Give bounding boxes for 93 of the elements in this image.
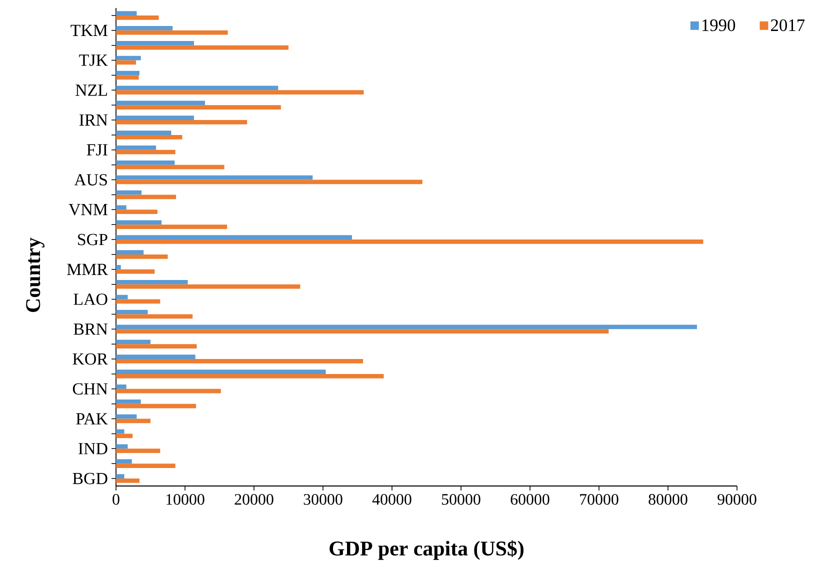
x-axis-title: GDP per capita (US$) (330, 540, 524, 560)
y-tick-label: CHN (72, 383, 108, 395)
y-tick-label: AUS (74, 174, 107, 186)
y-tick-label: TKM (70, 24, 108, 36)
bar (116, 146, 156, 150)
bar (116, 344, 197, 348)
bar (116, 388, 221, 394)
bar (116, 448, 160, 454)
bar (116, 11, 137, 16)
bar (116, 70, 140, 76)
bar (116, 190, 142, 195)
bar (116, 194, 176, 200)
y-tick-label: VNM (68, 204, 108, 216)
x-tick-label: 0 (112, 494, 120, 505)
y-tick-label: KOR (72, 353, 108, 365)
bar (116, 399, 141, 404)
bar (116, 45, 288, 50)
x-tick-label: 80000 (648, 494, 688, 505)
bar (116, 224, 228, 229)
bar (116, 384, 126, 389)
legend-label: 2017 (770, 19, 805, 32)
bar (116, 105, 281, 110)
bar (116, 56, 141, 60)
bar (116, 86, 278, 90)
bar (116, 269, 155, 274)
bar (116, 75, 139, 80)
bar (116, 280, 188, 284)
bar (116, 15, 159, 20)
bar (116, 250, 144, 254)
x-tick-label: 50000 (442, 494, 480, 505)
bar (116, 120, 248, 124)
y-tick-label: TJK (79, 54, 108, 66)
bar (116, 60, 136, 65)
bar (116, 254, 168, 259)
bar (116, 284, 300, 289)
bar (116, 210, 158, 214)
bar (116, 235, 352, 240)
bar (116, 30, 228, 35)
bar (116, 294, 128, 300)
y-tick-label: MMR (67, 264, 108, 275)
bar (116, 414, 137, 419)
bar (116, 175, 313, 180)
bar (116, 100, 206, 106)
bar (116, 464, 176, 468)
y-tick-label: PAK (76, 413, 108, 424)
y-tick-label: FJI (86, 144, 108, 156)
bar (116, 130, 172, 135)
bar (116, 459, 132, 464)
y-tick-label: IND (78, 443, 108, 454)
bar (116, 434, 133, 438)
bar (116, 220, 162, 225)
bar (116, 40, 194, 46)
bar (116, 474, 124, 479)
x-tick-label: 40000 (372, 494, 412, 505)
bar (116, 90, 364, 95)
y-axis-title: Country (26, 238, 44, 312)
bar (116, 160, 175, 165)
bar (116, 26, 173, 30)
bar (116, 370, 326, 374)
x-tick-label: 90000 (718, 494, 756, 505)
bar (116, 314, 193, 319)
x-tick-label: 30000 (304, 494, 342, 505)
bar (116, 354, 196, 360)
bar (116, 116, 194, 120)
bar (116, 340, 150, 344)
x-tick-label: 20000 (234, 494, 274, 505)
legend-label: 1990 (702, 19, 736, 32)
bar (116, 299, 160, 304)
y-tick-label: BRN (74, 324, 108, 335)
y-tick-label: SGP (78, 234, 108, 246)
x-tick-label: 60000 (510, 494, 550, 505)
bar (116, 240, 704, 244)
y-tick-label: BGD (72, 472, 108, 484)
bar (116, 329, 609, 334)
bar (116, 404, 196, 408)
x-tick-label: 70000 (580, 494, 618, 505)
bar (116, 164, 224, 170)
bar (116, 150, 176, 154)
bar (116, 478, 140, 483)
bar (116, 180, 422, 184)
bar (116, 359, 364, 364)
bar (116, 429, 124, 434)
bar (116, 265, 121, 270)
bar (116, 310, 148, 314)
bar (116, 374, 384, 378)
y-tick-label: LAO (74, 294, 108, 305)
bar (116, 418, 150, 424)
bar (116, 205, 126, 210)
y-tick-label: IRN (79, 114, 108, 126)
bar (116, 134, 182, 140)
bar (116, 324, 697, 330)
x-tick-label: 10000 (166, 494, 204, 505)
y-tick-label: NZL (76, 84, 107, 96)
